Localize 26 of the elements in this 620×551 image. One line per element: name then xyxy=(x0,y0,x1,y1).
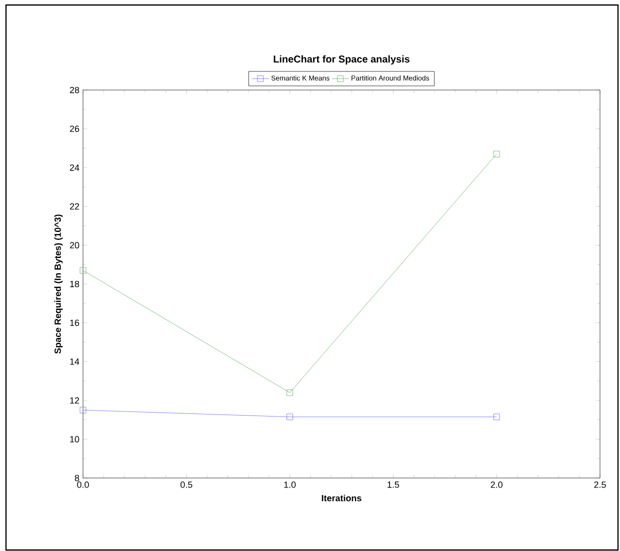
y-tick-label: 14 xyxy=(70,358,80,365)
point xyxy=(493,414,500,420)
y-tick-label: 28 xyxy=(70,86,80,94)
point xyxy=(286,414,293,420)
y-tick-label: 16 xyxy=(70,320,80,326)
x-tick-label: 1.5 xyxy=(388,482,400,488)
y-tick-label: 20 xyxy=(70,242,80,248)
point xyxy=(80,406,86,414)
x-axis-title: Iterations xyxy=(322,494,362,502)
x-tick-label: 0.0 xyxy=(77,482,89,488)
point xyxy=(80,267,86,274)
y-tick-label: 26 xyxy=(70,126,80,132)
point xyxy=(493,150,500,158)
y-tick-label: 12 xyxy=(70,397,80,404)
x-tick-label: 2.5 xyxy=(594,482,606,488)
y-tick-label: 22 xyxy=(70,203,80,210)
y-axis-title: Space Required (In Bytes) (10^3) xyxy=(54,214,63,354)
y-tick-label: 18 xyxy=(70,280,80,288)
x-tick-label: 0.5 xyxy=(180,482,192,488)
y-tick-label: 24 xyxy=(70,164,80,171)
chart-title: LineChart for Space analysis xyxy=(274,55,410,65)
point xyxy=(286,389,293,396)
y-tick-label: 10 xyxy=(70,436,80,442)
x-tick-label: 2.0 xyxy=(490,482,502,488)
x-tick-label: 1.0 xyxy=(284,482,296,488)
y-tick-label: 8 xyxy=(74,474,80,482)
